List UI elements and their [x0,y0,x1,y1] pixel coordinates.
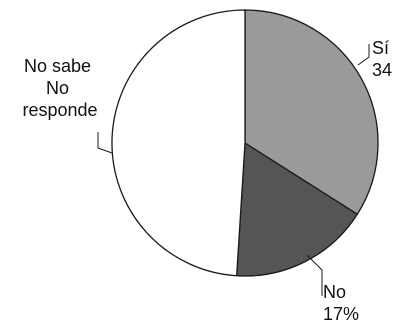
leader-line-no [306,254,323,296]
pie-slice-si [244,9,379,216]
leader-lines-layer [97,44,370,296]
labels-layer: Sí 34 No 17% No sabe No responde [22,38,394,324]
pie-slice-no [235,141,359,277]
slices-layer [111,9,379,277]
slice-label-ns-nr: No sabe No responde [22,56,97,120]
leader-line-ns-nr [97,132,113,154]
leader-line-si [357,44,370,66]
slice-label-si: Sí 34 [372,38,394,80]
pie-slice-ns-nr [111,9,246,277]
slice-label-no: No 17% [323,282,359,324]
